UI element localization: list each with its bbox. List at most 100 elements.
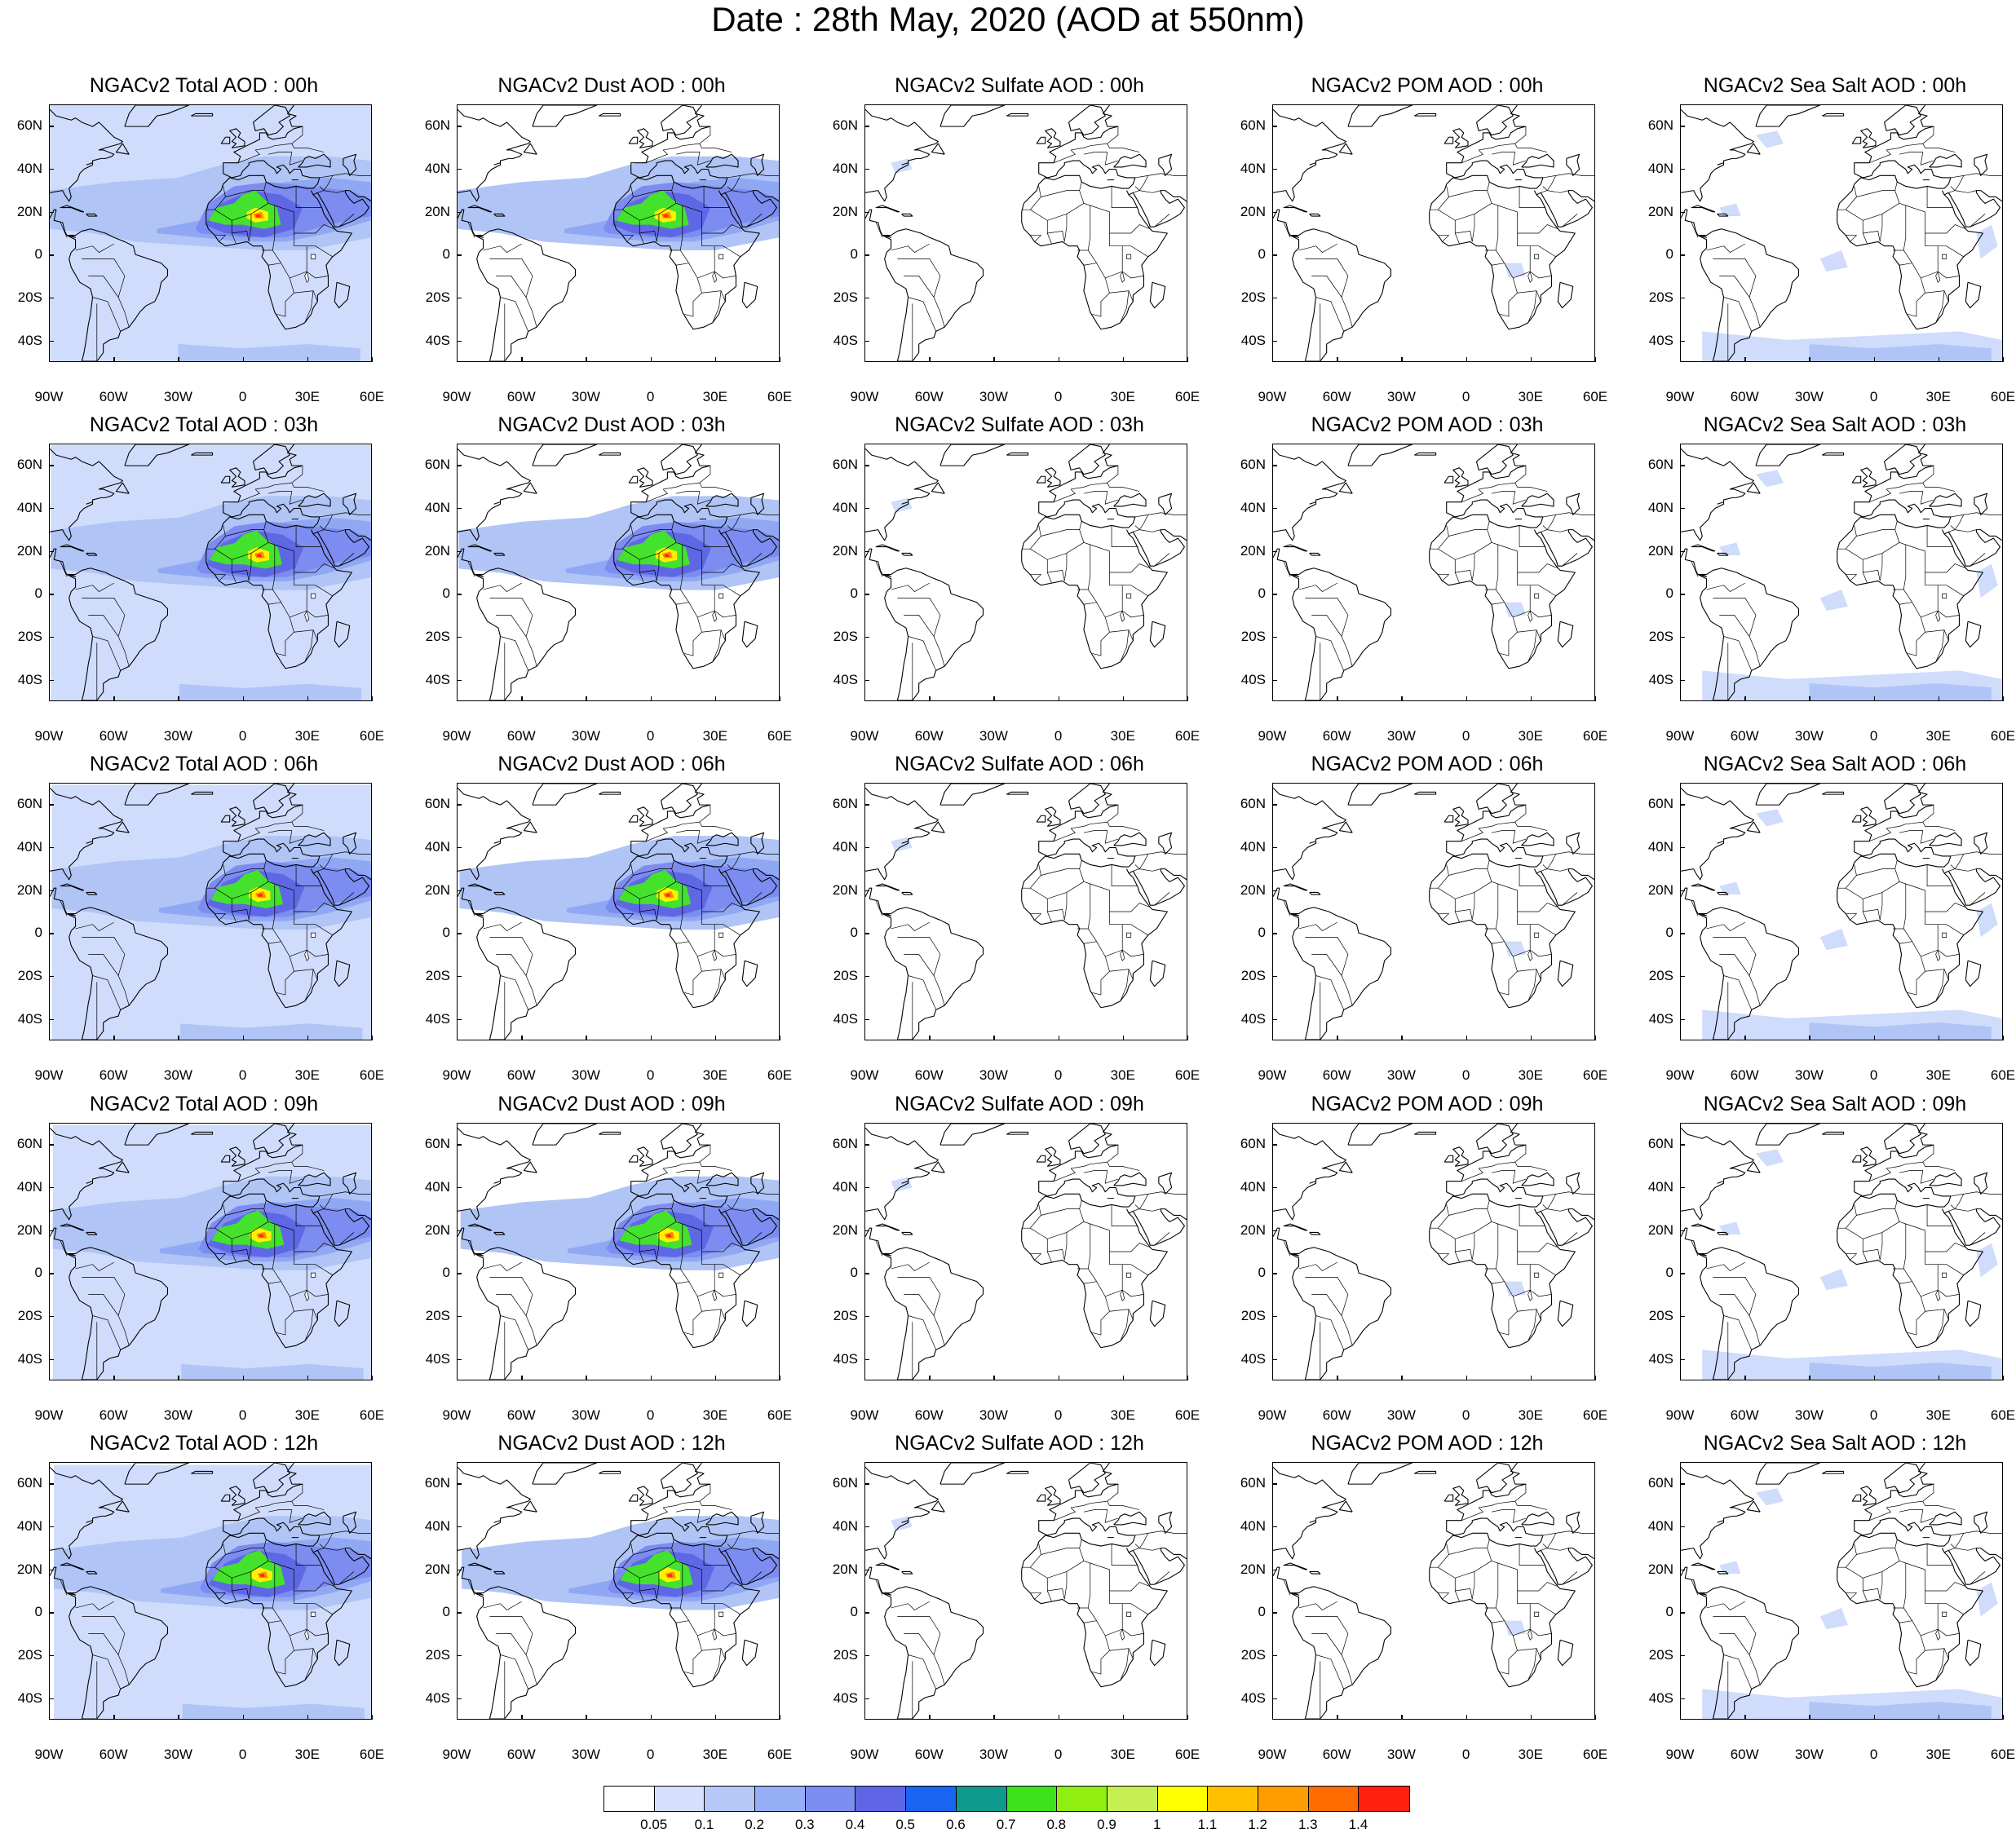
country-border bbox=[1128, 969, 1134, 980]
colorbar-box bbox=[1359, 1787, 1409, 1811]
coastline bbox=[865, 1127, 939, 1221]
country-border bbox=[1536, 1309, 1541, 1320]
longitude-label: 60W bbox=[914, 1067, 944, 1083]
country-border bbox=[1305, 937, 1353, 1006]
country-border bbox=[1517, 924, 1556, 936]
coastline bbox=[1965, 960, 1982, 987]
coastline bbox=[229, 467, 245, 488]
country-border bbox=[1030, 913, 1042, 921]
country-border bbox=[294, 1243, 335, 1252]
coastline bbox=[66, 574, 77, 577]
country-border bbox=[1948, 515, 1965, 532]
latitude-label: 20N bbox=[16, 542, 42, 559]
coastline bbox=[931, 821, 945, 833]
country-border bbox=[727, 1204, 754, 1212]
coastline bbox=[474, 913, 484, 916]
country-border bbox=[1691, 222, 1699, 238]
country-border bbox=[319, 1204, 346, 1212]
country-border bbox=[1311, 1633, 1342, 1655]
lon-tick bbox=[1466, 357, 1467, 362]
aod-map bbox=[50, 1124, 371, 1380]
longitude-label: 60E bbox=[1582, 728, 1608, 744]
country-border bbox=[1311, 276, 1342, 298]
country-border bbox=[291, 1484, 303, 1502]
longitude-label: 30E bbox=[294, 728, 320, 744]
country-border bbox=[1083, 203, 1110, 246]
coastline bbox=[1557, 281, 1574, 309]
coastline bbox=[50, 787, 123, 881]
lon-tick bbox=[242, 1376, 244, 1380]
lon-tick bbox=[1401, 357, 1403, 362]
country-border bbox=[701, 969, 722, 1002]
country-border bbox=[663, 821, 732, 831]
latitude-label: 40N bbox=[16, 1518, 42, 1534]
coastline bbox=[1443, 1494, 1454, 1502]
country-border bbox=[1925, 290, 1945, 324]
lat-tick bbox=[864, 976, 869, 978]
aerosol-patch-very_light bbox=[1755, 130, 1784, 148]
aerosol-patch-red bbox=[259, 1573, 265, 1577]
map-panel-pom-06h: NGACv2 POM AOD : 06h 60N 40N 20N 0 20S 40S 90W 6… bbox=[1223, 752, 1631, 1091]
lon-tick bbox=[1530, 1036, 1532, 1040]
country-border bbox=[1925, 629, 1945, 663]
country-border bbox=[1542, 512, 1594, 518]
lon-tick bbox=[1873, 357, 1875, 362]
country-border bbox=[1926, 1204, 1953, 1226]
country-border bbox=[1053, 828, 1077, 841]
lat-tick bbox=[49, 1526, 54, 1528]
latitude-label: 20N bbox=[832, 1221, 858, 1238]
country-border bbox=[701, 924, 741, 936]
longitude-label: 30E bbox=[1110, 1747, 1135, 1762]
aerosol-patch-very_light bbox=[891, 837, 913, 852]
lat-tick bbox=[864, 508, 869, 510]
country-border bbox=[1899, 152, 1934, 166]
coastline bbox=[1884, 784, 1921, 815]
coastline bbox=[298, 153, 331, 168]
coastline bbox=[1309, 1570, 1321, 1575]
country-border bbox=[699, 126, 711, 144]
coastline bbox=[1681, 108, 1754, 202]
coastline bbox=[613, 105, 728, 223]
latitude-label: 20N bbox=[1647, 1221, 1673, 1238]
country-border bbox=[1133, 515, 1149, 532]
longitude-label: 30W bbox=[163, 1407, 192, 1423]
aod-map bbox=[865, 1124, 1187, 1380]
lat-tick bbox=[1272, 508, 1277, 510]
longitude-label: 30E bbox=[1518, 1067, 1543, 1083]
country-border bbox=[237, 1507, 261, 1521]
country-border bbox=[248, 1571, 252, 1600]
colorbar-label: 1.3 bbox=[1298, 1817, 1318, 1832]
map-panel-pom-03h: NGACv2 POM AOD : 03h 60N 40N 20N 0 20S 40S 90W 6… bbox=[1223, 413, 1631, 752]
coastline bbox=[720, 868, 779, 906]
country-border bbox=[1491, 1509, 1527, 1523]
longitude-label: 30W bbox=[571, 728, 600, 744]
colorbar-box bbox=[604, 1787, 655, 1811]
colorbar-label: 1 bbox=[1152, 1817, 1161, 1832]
country-border bbox=[1109, 924, 1148, 936]
country-border bbox=[701, 1648, 722, 1681]
lat-tick bbox=[457, 679, 462, 682]
coastline bbox=[1521, 1511, 1554, 1526]
country-border bbox=[1105, 1628, 1144, 1636]
country-border bbox=[294, 224, 335, 234]
coastline bbox=[1045, 467, 1061, 488]
coastline bbox=[1128, 868, 1187, 906]
country-border bbox=[725, 175, 741, 193]
longitude-label: 60E bbox=[359, 1407, 385, 1423]
country-border bbox=[656, 892, 660, 921]
latitude-label: 0 bbox=[1258, 1604, 1266, 1620]
country-border bbox=[267, 881, 294, 925]
country-border bbox=[1154, 553, 1170, 567]
country-border bbox=[1491, 203, 1518, 246]
coastline bbox=[720, 1548, 779, 1585]
lon-tick bbox=[1809, 357, 1810, 362]
coastline bbox=[86, 1520, 93, 1523]
latitude-label: 40N bbox=[1240, 1518, 1266, 1534]
longitude-label: 60E bbox=[359, 728, 385, 744]
country-border bbox=[1862, 1239, 1868, 1263]
latitude-label: 20S bbox=[17, 1647, 42, 1663]
coastline bbox=[865, 448, 939, 541]
lon-tick bbox=[1272, 696, 1274, 701]
aerosol-patch-very_light bbox=[1504, 602, 1526, 617]
country-border bbox=[633, 868, 672, 876]
